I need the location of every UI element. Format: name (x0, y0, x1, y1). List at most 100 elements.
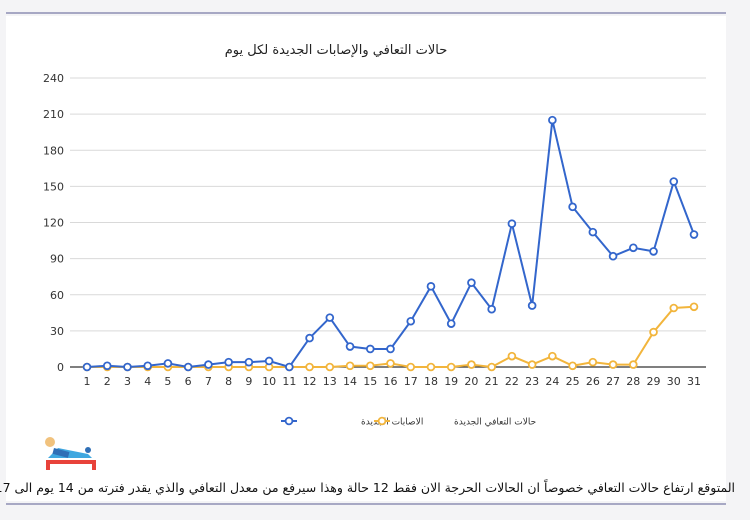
data-point-0-30 (689, 230, 699, 239)
data-point-0-6 (204, 360, 213, 369)
data-point-1-12 (325, 362, 335, 372)
x-tick-label: 5 (164, 375, 171, 388)
y-tick-label: 150 (43, 180, 64, 193)
x-tick-label: 31 (687, 375, 701, 388)
data-point-0-0 (82, 362, 92, 372)
data-point-0-22 (527, 301, 537, 310)
x-tick-label: 22 (505, 375, 519, 388)
x-tick-label: 16 (384, 375, 398, 388)
data-point-1-16 (406, 362, 416, 372)
data-point-0-24 (568, 202, 577, 212)
legend-label-1: حالات التعافي الجديدة (454, 418, 536, 428)
x-tick-label: 26 (586, 375, 600, 388)
data-point-1-13 (345, 361, 355, 371)
data-point-0-5 (183, 362, 193, 372)
data-point-1-18 (446, 362, 456, 372)
data-point-0-15 (386, 344, 395, 354)
x-tick-label: 12 (303, 375, 317, 388)
x-tick-label: 2 (104, 375, 111, 388)
data-point-0-4 (163, 359, 173, 368)
x-tick-label: 30 (667, 375, 681, 388)
data-point-1-20 (487, 362, 496, 372)
x-tick-label: 15 (363, 375, 377, 388)
x-tick-label: 23 (525, 375, 539, 388)
x-tick-label: 8 (225, 375, 232, 388)
data-point-1-26 (608, 360, 618, 369)
data-point-1-15 (386, 359, 395, 368)
x-tick-label: 25 (566, 375, 580, 388)
y-tick-label: 120 (43, 217, 64, 230)
x-tick-label: 20 (464, 375, 478, 388)
data-point-0-26 (608, 251, 618, 261)
data-point-0-13 (345, 342, 355, 351)
data-point-0-2 (123, 362, 132, 372)
data-point-0-21 (507, 219, 517, 229)
data-point-1-17 (426, 362, 436, 372)
y-tick-label: 60 (50, 289, 64, 302)
y-tick-label: 210 (43, 108, 64, 121)
legend-marker-0 (284, 416, 294, 426)
data-point-1-28 (649, 327, 658, 337)
chart-card: حالات التعافي والإصابات الجديدة لكل يوم … (6, 16, 726, 501)
data-point-1-14 (365, 361, 375, 371)
x-tick-label: 27 (606, 375, 620, 388)
footer-note: المتوقع ارتفاع حالات التعافي خصوصاً ان ا… (0, 480, 735, 495)
y-tick-label: 90 (50, 253, 64, 266)
legend-marker-1 (377, 416, 387, 426)
data-point-0-9 (264, 356, 274, 366)
data-point-1-24 (568, 361, 577, 371)
data-point-1-29 (669, 303, 679, 313)
series-line-0 (86, 119, 695, 369)
data-point-1-22 (527, 360, 537, 369)
patient-bed-icon (40, 430, 100, 472)
x-tick-label: 4 (144, 375, 151, 388)
data-point-0-18 (446, 319, 456, 328)
data-point-0-19 (467, 278, 476, 288)
data-point-0-28 (649, 247, 658, 256)
data-point-1-30 (689, 302, 699, 312)
x-tick-label: 29 (647, 375, 661, 388)
data-point-1-23 (548, 351, 557, 361)
x-tick-label: 18 (424, 375, 438, 388)
x-tick-label: 28 (626, 375, 640, 388)
x-tick-label: 7 (205, 375, 212, 388)
data-point-0-8 (244, 357, 254, 367)
data-point-1-25 (588, 357, 598, 367)
x-tick-label: 3 (124, 375, 131, 388)
data-point-0-12 (325, 313, 335, 322)
x-tick-label: 1 (84, 375, 91, 388)
y-tick-label: 0 (57, 361, 64, 374)
data-point-1-11 (305, 362, 314, 372)
x-tick-label: 21 (485, 375, 499, 388)
legend-label-0: الاصابات الجديدة (361, 418, 423, 428)
series-line-1 (87, 305, 695, 369)
data-point-0-1 (102, 361, 112, 371)
data-point-0-23 (548, 115, 557, 125)
data-point-0-14 (365, 344, 375, 354)
x-tick-label: 6 (185, 375, 192, 388)
data-point-1-21 (507, 351, 517, 361)
data-point-0-20 (487, 304, 496, 314)
x-tick-label: 24 (545, 375, 559, 388)
x-tick-label: 13 (323, 375, 337, 388)
y-tick-label: 30 (50, 325, 64, 338)
data-point-0-25 (588, 227, 598, 237)
bottom-divider (6, 503, 726, 505)
x-tick-label: 9 (245, 375, 252, 388)
y-tick-label: 180 (43, 144, 64, 157)
x-tick-label: 14 (343, 375, 357, 388)
data-point-1-19 (467, 360, 476, 369)
chart-title: حالات التعافي والإصابات الجديدة لكل يوم (225, 43, 448, 58)
y-tick-label: 240 (43, 72, 64, 85)
data-point-0-16 (406, 316, 416, 326)
data-point-0-3 (143, 361, 153, 371)
x-tick-label: 17 (404, 375, 418, 388)
x-tick-label: 10 (262, 375, 276, 388)
data-point-0-11 (305, 333, 314, 343)
x-tick-label: 19 (444, 375, 458, 388)
data-point-0-29 (669, 177, 679, 186)
data-point-1-27 (628, 360, 638, 369)
x-tick-label: 11 (282, 375, 296, 388)
data-point-0-27 (628, 243, 638, 253)
data-point-0-10 (285, 362, 294, 372)
